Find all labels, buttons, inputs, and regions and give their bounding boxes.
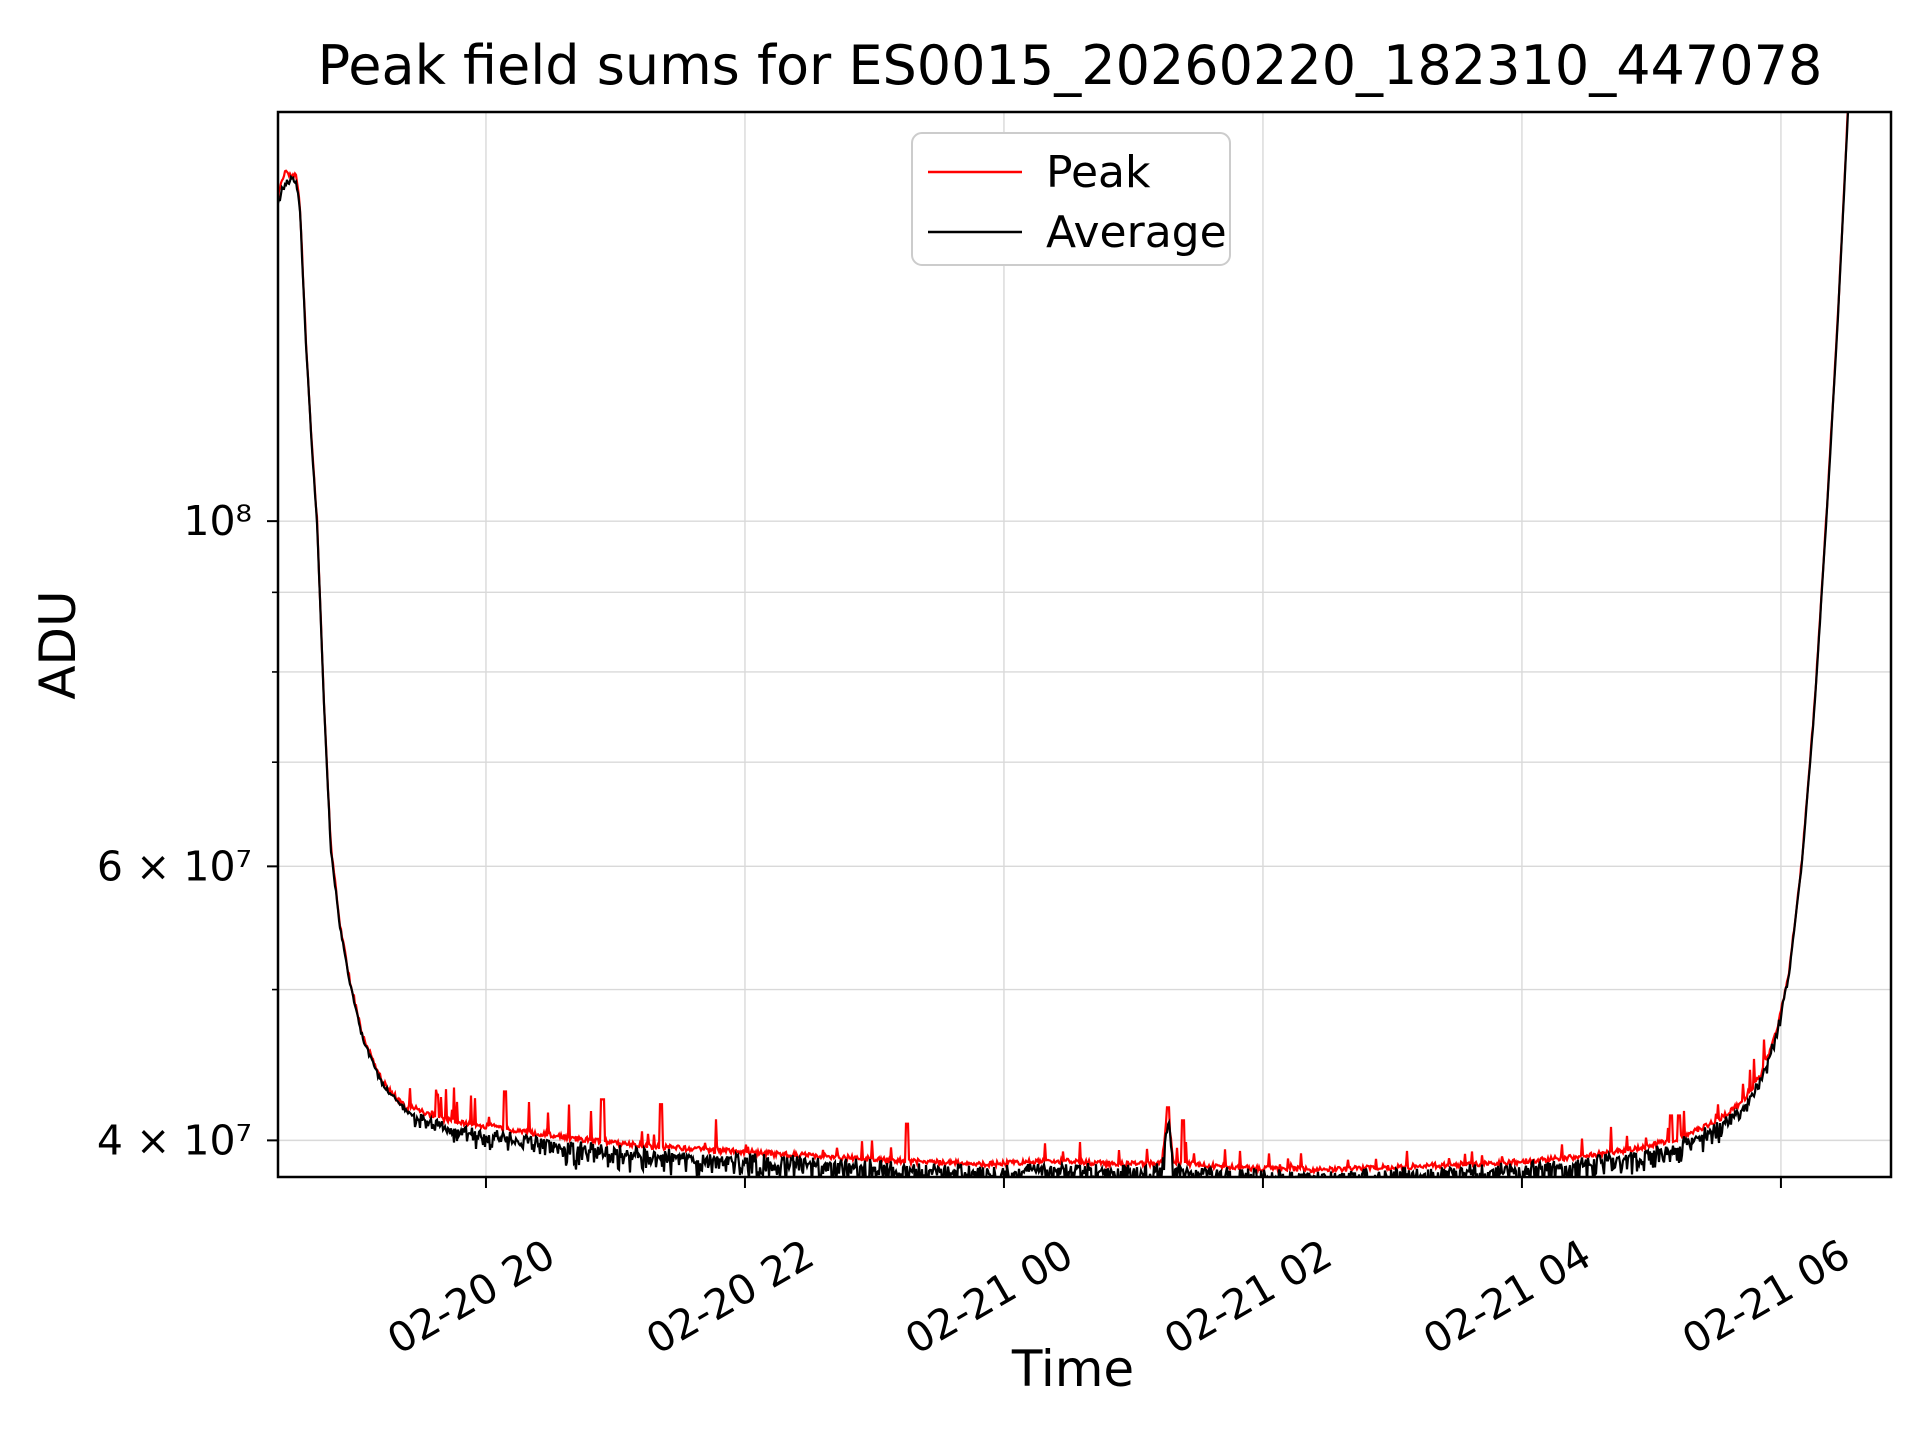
y-tick-label: 4 × 10⁷ — [97, 1116, 252, 1164]
y-axis-label: ADU — [29, 590, 87, 699]
plot-border — [276, 110, 1893, 1179]
x-axis-label: Time — [1011, 1340, 1134, 1398]
y-tick-label: 6 × 10⁷ — [97, 842, 252, 890]
legend-label-peak: Peak — [1046, 147, 1151, 198]
chart-title: Peak field sums for ES0015_20260220_1823… — [318, 34, 1823, 97]
series-lines — [278, 112, 1850, 1177]
y-tick-label: 10⁸ — [183, 497, 252, 545]
peak-series-line — [278, 112, 1849, 1176]
legend-label-average: Average — [1046, 207, 1227, 258]
legend: Peak Average — [911, 132, 1231, 266]
average-series-line — [278, 112, 1850, 1177]
